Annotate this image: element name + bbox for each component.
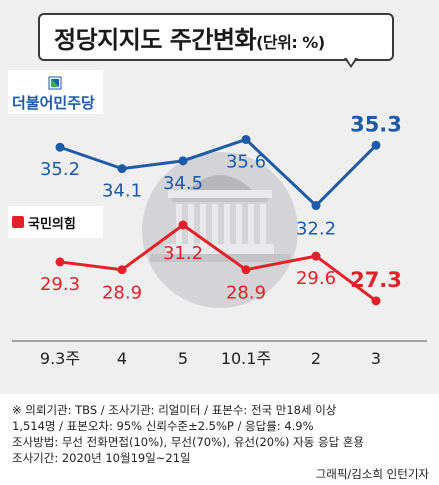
legend-democratic: 더불어민주당: [8, 70, 103, 114]
data-label-ppp: 29.3: [40, 274, 80, 295]
title-main: 정당지지도 주간변화: [54, 26, 257, 54]
data-label-ppp: 29.6: [296, 268, 336, 289]
line-chart: 35.2 34.1 34.5 35.6 32.2 35.3 29.3 28.9 31.2 28.9…: [12, 112, 427, 368]
data-point-ppp: [371, 296, 381, 306]
data-point-ppp: [178, 220, 188, 230]
data-point-ppp: [311, 251, 321, 261]
legend-ppp: 국민의힘: [8, 206, 103, 238]
data-label-democratic: 35.3: [350, 112, 402, 136]
data-point-democratic: [178, 156, 188, 166]
graphic-credit: 그래픽/김소희 인턴기자: [315, 467, 429, 481]
survey-notes: ※ 의뢰기관: TBS / 조사기관: 리얼미터 / 표본수: 전국 만18세 …: [12, 402, 364, 466]
note-line: 조사기간: 2020년 10월19일~21일: [12, 451, 191, 465]
data-point-democratic: [241, 134, 251, 144]
title-bubble: [38, 13, 394, 61]
data-label-ppp: 28.9: [102, 283, 142, 304]
legend-label-democratic: 더불어민주당: [12, 94, 95, 112]
data-point-democratic: [55, 142, 65, 152]
x-tick-label: 10.1주: [221, 349, 271, 368]
series-line-democratic: [59, 137, 378, 208]
note-line: 조사방법: 무선 전화면접(10%), 무선(70%), 유선(20%) 자동 …: [12, 435, 364, 449]
x-tick-label: 3: [371, 349, 381, 368]
data-label-democratic: 35.6: [226, 151, 266, 172]
data-label-democratic: 35.2: [40, 159, 80, 180]
x-tick-label: 5: [178, 349, 188, 368]
x-tick-label: 9.3주: [40, 349, 80, 368]
data-label-ppp: 31.2: [163, 243, 203, 264]
data-point-democratic: [117, 164, 127, 174]
data-label-democratic: 32.2: [296, 219, 336, 240]
data-label-democratic: 34.1: [102, 181, 142, 202]
chart-title: 정당지지도 주간변화(단위: %): [54, 20, 325, 55]
data-label-democratic: 34.5: [163, 173, 203, 194]
x-tick-label: 2: [311, 349, 321, 368]
note-line: 1,514명 / 표본오차: 95% 신뢰수준±2.5%P / 응답률: 4.9…: [12, 419, 314, 433]
title-unit: (단위: %): [256, 33, 325, 52]
data-point-ppp: [55, 257, 65, 267]
legend-label-ppp: 국민의힘: [28, 217, 76, 232]
data-label-ppp: 27.3: [350, 268, 402, 292]
data-point-democratic: [371, 140, 381, 150]
ppp-logo-icon: [12, 216, 24, 228]
data-point-ppp: [241, 265, 251, 275]
data-point-democratic: [311, 201, 321, 211]
x-tick-label: 4: [117, 349, 127, 368]
data-label-ppp: 28.9: [226, 283, 266, 304]
data-point-ppp: [117, 265, 127, 275]
democratic-party-logo-icon: [48, 76, 62, 90]
series-line-ppp: [59, 223, 377, 303]
note-line: ※ 의뢰기관: TBS / 조사기관: 리얼미터 / 표본수: 전국 만18세 …: [12, 403, 337, 417]
